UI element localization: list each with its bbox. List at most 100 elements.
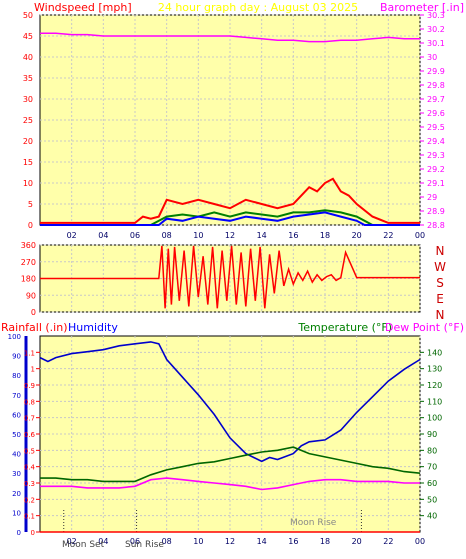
barometer-tick-label: 28.8 [427, 221, 445, 230]
rainfall-axis-label: Rainfall (.in) [1, 321, 68, 334]
windspeed-tick-label: 10 [23, 179, 33, 188]
x-tick-label: 00 [415, 231, 425, 240]
windspeed-axis-label: Windspeed [mph] [34, 1, 132, 14]
x-tick-label: 06 [130, 537, 140, 546]
barometer-tick-label: 30.1 [427, 39, 445, 48]
x-tick-label: 04 [98, 537, 108, 546]
windspeed-tick-label: 35 [23, 74, 33, 83]
compass-label-n: N [436, 244, 445, 258]
rainfall-tick-label: 1.1 [24, 349, 35, 357]
temperature-tick-label: 70 [427, 463, 437, 472]
barometer-axis: 28.8 28.9 29 29.1 29.2 29.3 29.4 29.5 29.6 29.7 29… [420, 11, 445, 230]
rainfall-tick-label: 0.7 [24, 415, 35, 423]
x-tick-label: 02 [67, 231, 77, 240]
x-tick-label: 16 [288, 537, 298, 546]
rainfall-tick-label: 0.5 [24, 447, 35, 455]
compass-label-n: N [436, 308, 445, 322]
x-tick-label: 20 [352, 231, 362, 240]
humidity-tick-label: 10 [12, 509, 21, 517]
climate-x-axis: 02 04 06 08 10 12 14 16 18 20 22 00 [67, 537, 426, 546]
humidity-tick-label: 60 [12, 411, 21, 419]
x-tick-label: 04 [98, 231, 108, 240]
barometer-tick-label: 29.7 [427, 95, 445, 104]
windspeed-tick-label: 30 [23, 95, 33, 104]
wind-direction-line [40, 245, 420, 309]
compass-label-s: S [436, 276, 444, 290]
barometer-tick-label: 30.2 [427, 25, 445, 34]
barometer-tick-label: 29.9 [427, 67, 445, 76]
astro-annotations [63, 510, 362, 532]
x-tick-label: 02 [67, 537, 77, 546]
temperature-axis-label: Temperature (°F) [297, 321, 392, 334]
windspeed-tick-label: 15 [23, 158, 33, 167]
humidity-tick-label: 100 [8, 333, 21, 341]
rainfall-tick-label: 0.6 [24, 431, 36, 439]
direction-tick-label: 180 [21, 275, 36, 284]
rainfall-tick-label: 0.2 [24, 496, 35, 504]
temperature-tick-label: 50 [427, 495, 437, 504]
humidity-tick-label: 80 [12, 372, 21, 380]
humidity-tick-label: 30 [12, 470, 21, 478]
windspeed-axis: 0 5 10 15 20 25 30 35 40 45 50 [23, 11, 33, 230]
temperature-tick-label: 130 [427, 365, 442, 374]
temperature-tick-label: 60 [427, 479, 437, 488]
x-tick-label: 22 [383, 537, 393, 546]
barometer-tick-label: 29.6 [427, 109, 445, 118]
compass-label-w: W [434, 260, 446, 274]
wind-speed-line [40, 209, 420, 226]
sun-rise-label: Sun Rise [125, 540, 164, 550]
temperature-tick-label: 40 [427, 512, 437, 521]
barometer-tick-label: 30.3 [427, 11, 445, 20]
x-tick-label: 00 [415, 537, 425, 546]
barometer-tick-label: 28.9 [427, 207, 445, 216]
x-tick-label: 18 [320, 537, 330, 546]
windspeed-tick-label: 25 [23, 116, 33, 125]
windspeed-tick-label: 0 [28, 221, 33, 230]
wind-gust-line [40, 177, 420, 224]
direction-tick-label: 0 [31, 308, 36, 317]
moon-set-label: Moon Set [62, 540, 105, 550]
wind-baro-grid [40, 14, 421, 226]
barometer-tick-label: 29.8 [427, 81, 445, 90]
x-tick-label: 12 [225, 537, 235, 546]
x-tick-label: 08 [162, 537, 172, 546]
temperature-tick-label: 90 [427, 430, 437, 439]
wind-direction-series [40, 245, 420, 309]
rainfall-tick-label: 0.1 [24, 513, 35, 521]
barometer-axis-label: Barometer [.in] [380, 1, 464, 14]
barometer-tick-label: 29 [427, 193, 437, 202]
humidity-tick-label: 20 [12, 490, 21, 498]
x-tick-label: 06 [130, 231, 140, 240]
temperature-tick-label: 110 [427, 397, 442, 406]
temperature-axis: 40 50 60 70 80 90 100 110 120 130 140 [420, 348, 442, 521]
x-tick-label: 18 [320, 231, 330, 240]
temperature-tick-label: 100 [427, 414, 442, 423]
barometer-tick-label: 30 [427, 53, 437, 62]
wind-direction-axis: 0 90 180 270 360 [21, 241, 36, 317]
x-tick-label: 14 [257, 537, 267, 546]
x-tick-label: 20 [352, 537, 362, 546]
rainfall-tick-label: 1 [31, 366, 35, 374]
rainfall-tick-label: 0.4 [24, 464, 36, 472]
humidity-tick-label: 70 [12, 392, 21, 400]
dew-point-f-line [40, 477, 420, 491]
compass-label-e: E [436, 292, 444, 306]
humidity-axis: 0 10 20 30 40 50 60 70 80 90 100 [8, 333, 28, 537]
direction-tick-label: 90 [26, 291, 36, 300]
climate-series [39, 341, 421, 533]
x-tick-label: 10 [193, 231, 203, 240]
climate-grid [40, 336, 421, 532]
x-tick-label: 08 [162, 231, 172, 240]
temperature-f-line [40, 446, 421, 483]
barometer-tick-label: 29.3 [427, 151, 445, 160]
humidity-tick-label: 50 [12, 431, 21, 439]
barometer-tick-label: 29.2 [427, 165, 445, 174]
wind-baro-x-axis: 02 04 06 08 10 12 14 16 18 20 22 00 [67, 231, 426, 240]
windspeed-tick-label: 40 [23, 53, 33, 62]
windspeed-tick-label: 5 [28, 200, 33, 209]
direction-tick-label: 270 [21, 258, 36, 267]
barometer-tick-label: 29.5 [427, 123, 445, 132]
